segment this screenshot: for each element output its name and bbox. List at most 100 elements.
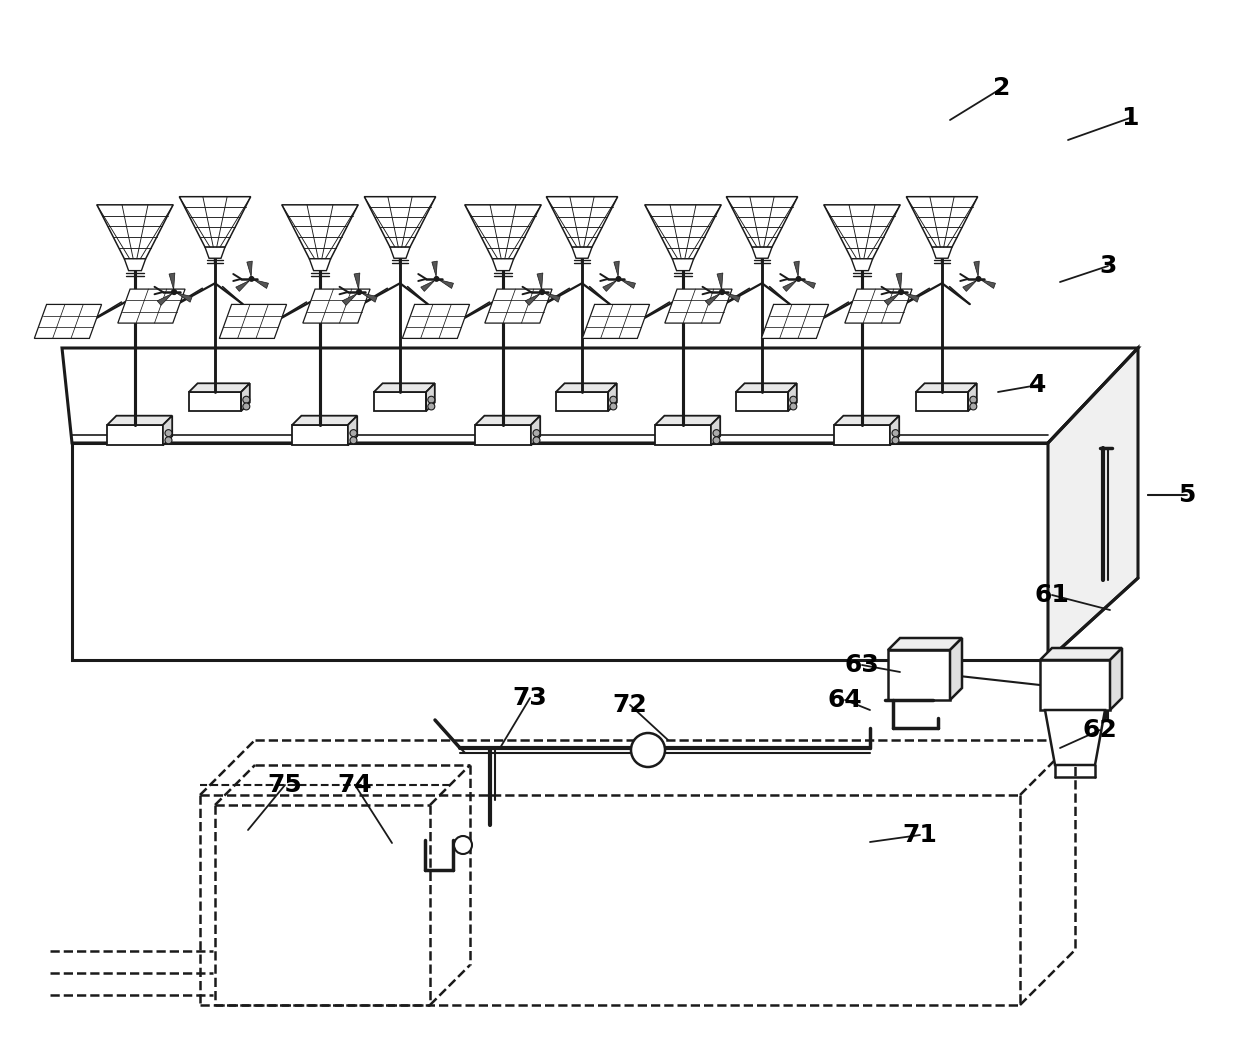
Polygon shape — [890, 415, 899, 445]
Circle shape — [790, 402, 797, 410]
Text: 3: 3 — [1100, 254, 1117, 278]
Polygon shape — [348, 415, 357, 445]
Polygon shape — [353, 273, 360, 290]
Text: 5: 5 — [1178, 483, 1195, 507]
Polygon shape — [162, 415, 172, 445]
Polygon shape — [374, 383, 435, 392]
Polygon shape — [711, 415, 720, 445]
Polygon shape — [672, 259, 693, 271]
Polygon shape — [916, 392, 968, 411]
Circle shape — [610, 402, 616, 410]
Text: 61: 61 — [1034, 583, 1069, 607]
Polygon shape — [342, 293, 357, 306]
Polygon shape — [169, 273, 175, 290]
Circle shape — [533, 430, 539, 436]
Polygon shape — [583, 305, 650, 339]
Polygon shape — [391, 247, 410, 258]
Circle shape — [243, 396, 249, 404]
Circle shape — [350, 436, 357, 444]
Polygon shape — [903, 293, 919, 303]
Circle shape — [631, 733, 665, 767]
Polygon shape — [852, 259, 873, 271]
Circle shape — [165, 436, 172, 444]
Polygon shape — [544, 293, 560, 303]
Polygon shape — [309, 259, 331, 271]
Text: 1: 1 — [1121, 106, 1138, 130]
Polygon shape — [427, 383, 435, 411]
Polygon shape — [485, 289, 552, 323]
Circle shape — [428, 402, 435, 410]
Circle shape — [533, 436, 539, 444]
Text: 73: 73 — [512, 686, 547, 710]
Polygon shape — [293, 415, 357, 425]
Polygon shape — [608, 383, 616, 411]
Circle shape — [713, 430, 720, 436]
Polygon shape — [835, 425, 890, 445]
Polygon shape — [717, 273, 723, 290]
Polygon shape — [950, 638, 962, 700]
Polygon shape — [118, 289, 185, 323]
Polygon shape — [303, 289, 370, 323]
Polygon shape — [374, 392, 427, 411]
Polygon shape — [655, 425, 711, 445]
Text: 2: 2 — [993, 76, 1011, 100]
Polygon shape — [645, 205, 722, 259]
Text: 71: 71 — [903, 823, 937, 847]
Polygon shape — [782, 280, 797, 291]
Polygon shape — [888, 650, 950, 700]
Polygon shape — [531, 415, 541, 445]
Polygon shape — [735, 392, 789, 411]
Polygon shape — [365, 196, 435, 247]
Polygon shape — [794, 261, 800, 277]
Polygon shape — [1040, 648, 1122, 660]
Circle shape — [610, 396, 616, 404]
Circle shape — [249, 276, 254, 281]
Polygon shape — [932, 247, 952, 258]
Polygon shape — [236, 280, 249, 291]
Text: 75: 75 — [268, 773, 303, 796]
Polygon shape — [180, 196, 250, 247]
Polygon shape — [706, 293, 720, 306]
Circle shape — [892, 430, 899, 436]
Polygon shape — [157, 293, 172, 306]
Circle shape — [970, 402, 977, 410]
Polygon shape — [572, 247, 591, 258]
Polygon shape — [916, 383, 977, 392]
Text: 63: 63 — [844, 653, 879, 676]
Polygon shape — [492, 259, 513, 271]
Polygon shape — [188, 392, 241, 411]
Polygon shape — [801, 279, 816, 289]
Polygon shape — [981, 279, 996, 289]
Polygon shape — [655, 415, 720, 425]
Circle shape — [454, 836, 472, 854]
Text: 74: 74 — [337, 773, 372, 796]
Circle shape — [976, 276, 981, 281]
Polygon shape — [973, 261, 980, 277]
Circle shape — [616, 276, 621, 281]
Circle shape — [892, 436, 899, 444]
Polygon shape — [72, 443, 1048, 660]
Polygon shape — [537, 273, 543, 290]
Polygon shape — [219, 305, 286, 339]
Polygon shape — [402, 305, 470, 339]
Circle shape — [428, 396, 435, 404]
Polygon shape — [188, 383, 249, 392]
Polygon shape — [735, 383, 797, 392]
Polygon shape — [835, 415, 899, 425]
Polygon shape — [823, 205, 900, 259]
Polygon shape — [107, 415, 172, 425]
Polygon shape — [621, 279, 635, 289]
Circle shape — [171, 290, 176, 294]
Circle shape — [713, 436, 720, 444]
Polygon shape — [724, 293, 740, 303]
Polygon shape — [526, 293, 541, 306]
Polygon shape — [665, 289, 732, 323]
Polygon shape — [906, 196, 977, 247]
Polygon shape — [281, 205, 358, 259]
Polygon shape — [1048, 348, 1138, 660]
Polygon shape — [1040, 660, 1110, 710]
Polygon shape — [761, 305, 828, 339]
Polygon shape — [1045, 710, 1105, 765]
Polygon shape — [254, 279, 269, 289]
Polygon shape — [62, 348, 1138, 443]
